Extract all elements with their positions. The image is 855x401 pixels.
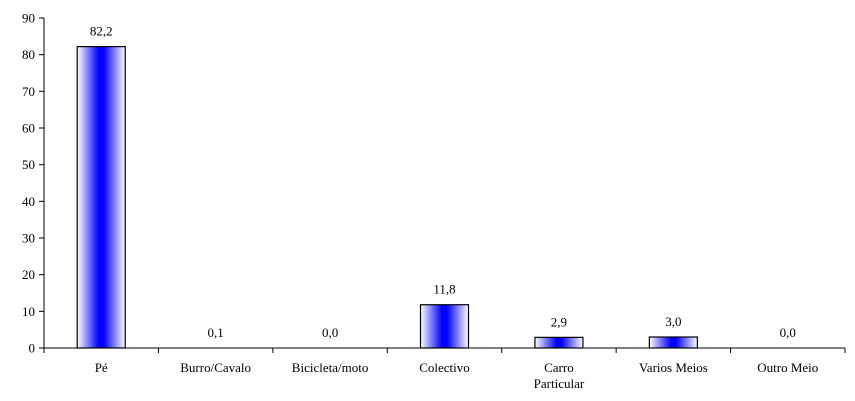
y-tick-label: 50	[22, 157, 35, 172]
y-tick-label: 60	[22, 121, 35, 136]
bar	[648, 336, 698, 349]
category-label: Pé	[95, 360, 108, 375]
data-label: 2,9	[551, 314, 567, 329]
y-tick-label: 40	[22, 194, 35, 209]
axes	[39, 17, 846, 353]
data-label: 0,0	[322, 325, 338, 340]
labels: 0 10 20 30 40 50 60 70 80 90 82,2 Pé 0,1 Burro/Cavalo…	[22, 11, 818, 392]
category-label: Bicicleta/moto	[292, 360, 369, 375]
category-label: Outro Meio	[757, 360, 818, 375]
data-label: 0,0	[780, 325, 796, 340]
category-label: Carro Particular	[534, 360, 585, 391]
y-tick-label: 20	[22, 267, 35, 282]
bars	[76, 45, 698, 349]
bar	[76, 45, 126, 349]
y-tick-label: 10	[22, 304, 35, 319]
data-label: 0,1	[208, 325, 224, 340]
y-tick-label: 70	[22, 84, 35, 99]
data-label: 82,2	[90, 24, 113, 39]
data-label: 11,8	[433, 282, 455, 297]
y-tick-label: 0	[29, 341, 36, 356]
data-label: 3,0	[665, 314, 681, 329]
y-tick-label: 80	[22, 47, 35, 62]
category-label: Colectivo	[419, 360, 470, 375]
y-tick-label: 90	[22, 11, 35, 26]
bar	[534, 336, 584, 349]
y-tick-label: 30	[22, 231, 35, 246]
category-label: Burro/Cavalo	[180, 360, 251, 375]
bar	[419, 304, 470, 349]
category-label: Varios Meios	[639, 360, 708, 375]
